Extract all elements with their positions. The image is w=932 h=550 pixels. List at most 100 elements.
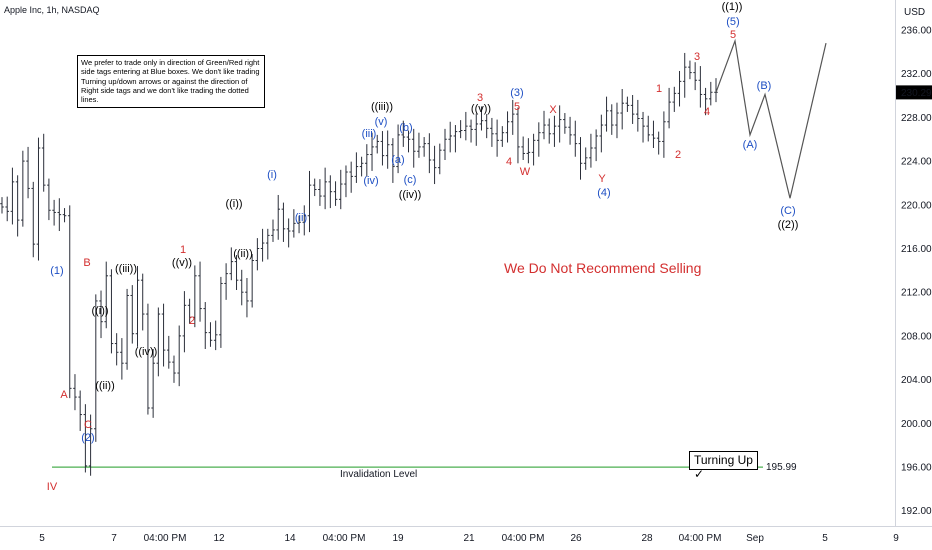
wave-label: (c)	[404, 174, 417, 186]
time-tick-label: 04:00 PM	[679, 533, 722, 544]
wave-label: ((iv))	[135, 346, 158, 358]
wave-label: X	[549, 104, 557, 116]
price-bar	[573, 120, 578, 157]
price-bar	[318, 179, 322, 206]
price-bar	[615, 102, 619, 139]
time-tick-label: 19	[392, 533, 404, 544]
price-bar	[281, 202, 286, 242]
wave-labels: IV A B C (1) (2) ((i)) ((ii)) ((iii)) ((iv)) ((v))…	[47, 1, 799, 493]
price-bar	[156, 307, 161, 377]
price-bar	[662, 111, 666, 158]
price-bar	[672, 86, 677, 112]
price-bar	[411, 128, 416, 168]
price-bar	[620, 88, 624, 130]
time-tick-label: 12	[213, 533, 225, 544]
last-price-marker: 230.29	[896, 85, 932, 100]
price-bar	[703, 87, 708, 116]
price-bar	[15, 175, 20, 237]
price-bar	[651, 120, 656, 148]
price-bar	[521, 136, 525, 161]
price-bar	[245, 277, 249, 318]
price-bar	[406, 130, 411, 153]
price-bar	[26, 146, 30, 199]
wave-label: (5)	[726, 16, 739, 28]
wave-label: ((iii))	[115, 263, 137, 275]
wave-label: (a)	[391, 154, 404, 166]
price-bar	[10, 167, 15, 225]
price-tick-label: 228.00	[901, 113, 932, 124]
time-tick-label: Sep	[746, 533, 764, 544]
last-price-value: 230.29	[901, 88, 932, 99]
price-bar	[505, 111, 510, 143]
price-bar	[130, 285, 135, 344]
price-bar	[682, 52, 687, 98]
wave-label: 4	[704, 106, 710, 118]
time-tick-label: 04:00 PM	[323, 533, 366, 544]
price-bar	[73, 374, 77, 411]
price-bar	[0, 197, 4, 214]
price-tick-label: 236.00	[901, 26, 932, 37]
price-bar	[630, 95, 635, 124]
price-bar	[646, 115, 651, 142]
price-bar	[57, 198, 62, 232]
wave-label: ((v))	[471, 103, 491, 115]
wave-label: (iii)	[362, 128, 377, 140]
price-bar	[135, 265, 140, 347]
price-bar	[120, 338, 124, 380]
price-bar	[203, 302, 208, 350]
price-bar	[182, 291, 187, 353]
price-bar	[437, 143, 442, 175]
price-bar	[297, 215, 301, 234]
turning-up-label: Turning Up	[694, 453, 753, 467]
time-tick-label: 21	[463, 533, 475, 544]
turning-up-badge: Turning Up ✓	[689, 451, 758, 481]
price-bar	[271, 219, 275, 242]
wave-label: 3	[477, 92, 483, 104]
wave-label: W	[520, 166, 531, 178]
price-bar	[146, 303, 150, 415]
price-bar	[636, 99, 640, 132]
time-axis-ticks: 5 7 04:00 PM 12 14 04:00 PM 19 21 04:00 PM 26 28 04…	[39, 533, 899, 544]
price-tick-label: 208.00	[901, 331, 932, 342]
wave-label: (i)	[267, 169, 277, 181]
price-bar	[333, 181, 338, 206]
price-tick-label: 216.00	[901, 244, 932, 255]
price-bar	[208, 322, 213, 347]
price-bar	[526, 138, 531, 164]
wave-label: 3	[694, 51, 700, 63]
price-bar	[708, 81, 713, 106]
price-bar	[474, 113, 479, 146]
wave-label: ((ii))	[95, 380, 115, 392]
wave-label: ((iv))	[399, 189, 422, 201]
price-bar	[260, 228, 265, 262]
time-tick-label: 04:00 PM	[144, 533, 187, 544]
price-bar	[177, 325, 181, 387]
price-bar	[656, 131, 661, 155]
price-tick-label: 220.00	[901, 200, 932, 211]
price-bar	[380, 131, 385, 166]
price-bar	[114, 333, 119, 366]
price-bar	[510, 99, 515, 135]
price-bar	[193, 265, 197, 328]
price-bar	[229, 247, 234, 281]
wave-label: (1)	[50, 265, 63, 277]
price-bar	[323, 167, 327, 210]
price-bar	[432, 145, 437, 185]
price-bar	[125, 288, 129, 370]
price-bar	[198, 261, 202, 322]
price-bar	[698, 66, 703, 108]
price-bar	[36, 137, 41, 261]
price-bar	[484, 114, 489, 139]
wave-label: 1	[656, 83, 662, 95]
price-bar	[583, 147, 588, 170]
wave-label: ((1))	[722, 1, 743, 13]
chart-title: Apple Inc, 1h, NASDAQ	[4, 5, 100, 15]
time-tick-label: 28	[641, 533, 653, 544]
wave-label: ((2))	[778, 219, 799, 231]
checkmark-icon: ✓	[694, 467, 705, 481]
price-bar	[161, 303, 166, 367]
wave-label: ((v))	[172, 257, 192, 269]
price-bar	[568, 116, 572, 145]
price-bar	[344, 165, 348, 198]
